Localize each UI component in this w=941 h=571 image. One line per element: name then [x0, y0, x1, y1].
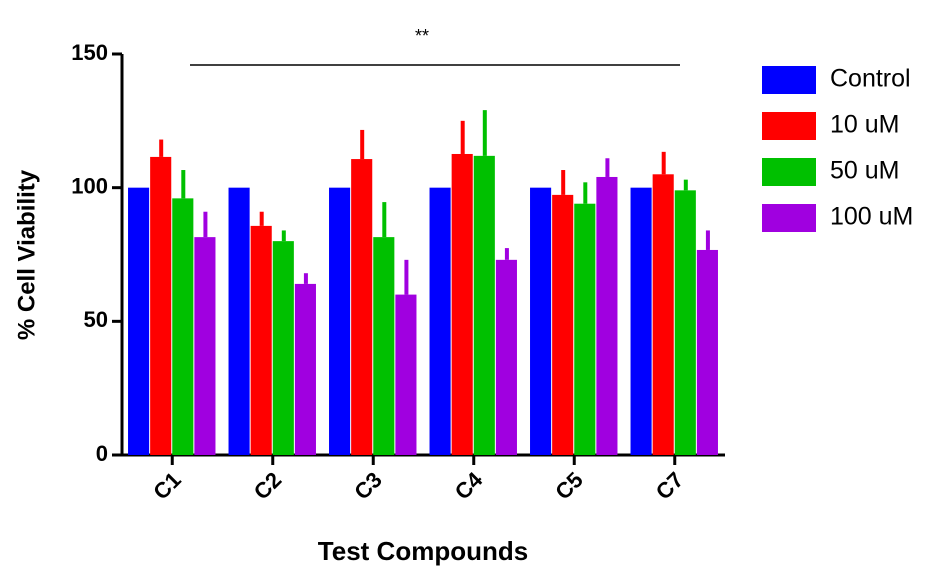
- x-axis-label: Test Compounds: [318, 536, 528, 566]
- y-axis-label: % Cell Viability: [13, 169, 40, 340]
- bar: [329, 187, 351, 455]
- bar: [473, 155, 495, 455]
- legend-label: 10 uM: [830, 111, 899, 139]
- y-tick-label: 50: [84, 307, 108, 332]
- x-tick-label: C3: [349, 467, 387, 505]
- bar: [495, 259, 517, 455]
- bar: [652, 174, 674, 456]
- bar: [272, 241, 294, 455]
- legend-swatch: [762, 204, 816, 232]
- legend-label: 100 uM: [830, 203, 913, 231]
- bar: [250, 225, 272, 455]
- x-tick-label: C5: [550, 467, 588, 505]
- bar: [294, 283, 316, 455]
- bar: [172, 198, 194, 456]
- bar: [194, 237, 216, 455]
- annotation-box: [390, 14, 455, 58]
- bar: [630, 187, 652, 455]
- bar: [228, 187, 250, 455]
- bar: [395, 294, 417, 455]
- x-tick-label: C7: [651, 467, 689, 505]
- bar: [574, 203, 596, 455]
- bar: [552, 194, 574, 455]
- x-tick-label: C4: [450, 466, 488, 504]
- bar: [150, 156, 172, 455]
- bar: [429, 187, 451, 455]
- legend-label: 50 uM: [830, 157, 899, 185]
- x-tick-label: C2: [249, 467, 287, 505]
- legend-swatch: [762, 66, 816, 94]
- bar: [696, 249, 718, 455]
- bar: [373, 237, 395, 455]
- legend-swatch: [762, 158, 816, 186]
- x-tick-label: C1: [148, 467, 186, 505]
- legend-swatch: [762, 112, 816, 140]
- bar: [674, 190, 696, 455]
- bar: [596, 176, 618, 455]
- bar: [351, 159, 373, 455]
- bar: [128, 187, 150, 455]
- bar: [451, 153, 473, 455]
- y-tick-label: 100: [71, 173, 108, 198]
- bar: [530, 187, 552, 455]
- y-tick-label: 150: [71, 40, 108, 65]
- legend-label: Control: [830, 65, 911, 93]
- annotation: **: [415, 26, 429, 46]
- y-tick-label: 0: [96, 441, 108, 466]
